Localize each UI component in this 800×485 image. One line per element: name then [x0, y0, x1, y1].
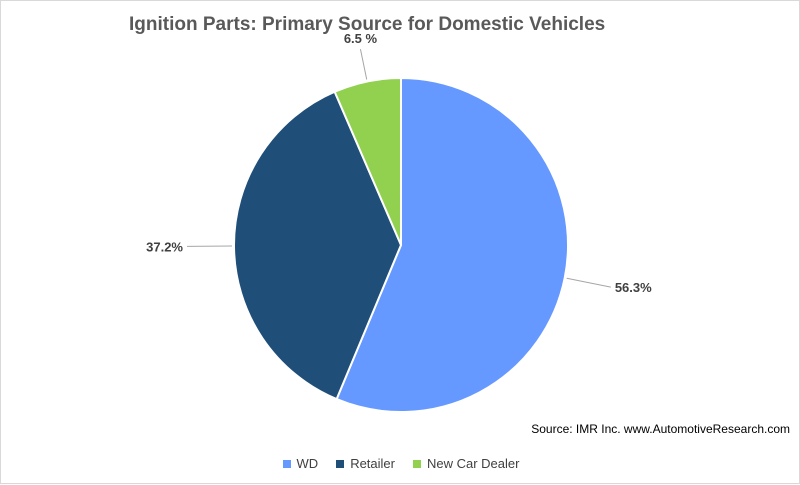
legend-item-wd[interactable]: WD — [283, 456, 319, 471]
legend-swatch-new-car-dealer — [413, 460, 421, 468]
leader-line-new-car-dealer — [360, 49, 366, 79]
legend-label-new-car-dealer: New Car Dealer — [427, 456, 519, 471]
source-annotation: Source: IMR Inc. www.AutomotiveResearch.… — [531, 422, 790, 436]
data-label-retailer: 37.2% — [146, 239, 183, 254]
legend-item-new-car-dealer[interactable]: New Car Dealer — [413, 456, 519, 471]
legend-swatch-retailer — [336, 460, 344, 468]
leader-line-wd — [567, 278, 611, 287]
legend: WD Retailer New Car Dealer — [1, 456, 800, 471]
data-label-wd: 56.3% — [615, 280, 652, 295]
legend-swatch-wd — [283, 460, 291, 468]
legend-label-wd: WD — [297, 456, 319, 471]
data-label-new-car-dealer: 6.5 % — [344, 31, 378, 46]
legend-label-retailer: Retailer — [350, 456, 395, 471]
legend-item-retailer[interactable]: Retailer — [336, 456, 395, 471]
